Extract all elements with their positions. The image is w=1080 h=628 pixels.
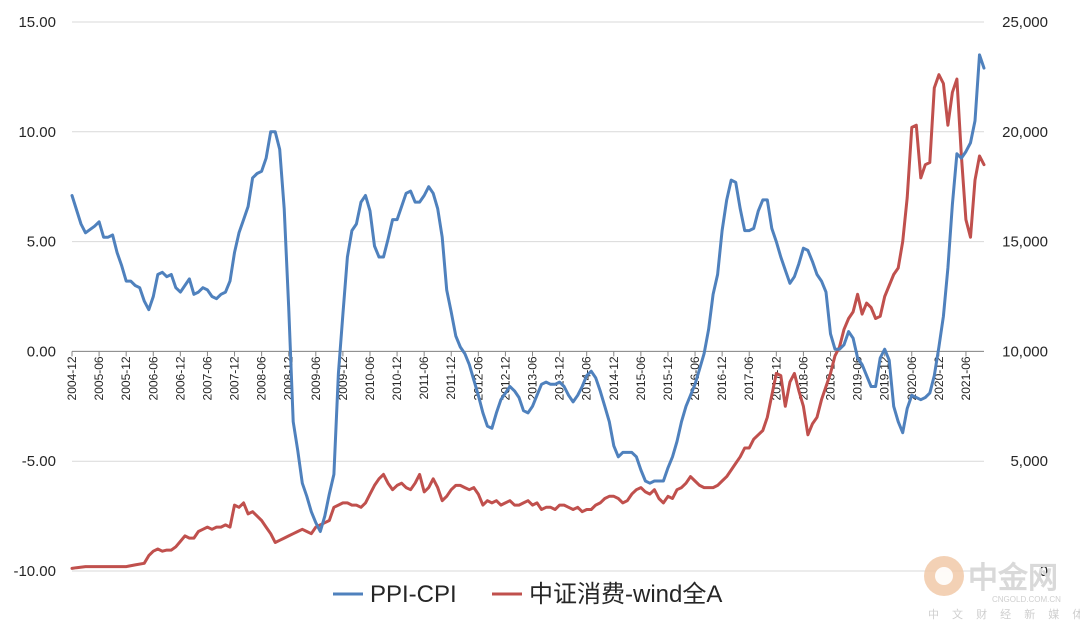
x-tick-label: 2014-12 bbox=[607, 356, 621, 400]
x-tick-label: 2017-06 bbox=[742, 356, 756, 400]
series-line-ppi-cpi bbox=[70, 53, 986, 533]
right-axis-ticks: 25,000 20,000 15,000 10,000 5,000 0 bbox=[1002, 14, 1048, 580]
x-tick-label: 2006-06 bbox=[146, 356, 160, 400]
x-tick-label: 2010-06 bbox=[363, 356, 377, 400]
y-left-tick-label: 15.00 bbox=[18, 14, 56, 31]
x-tick-label: 2008-12 bbox=[282, 356, 296, 400]
watermark: 中金网 CNGOLD.COM.CN 中 文 财 经 新 媒 体 bbox=[924, 556, 1080, 621]
x-tick-label: 2016-12 bbox=[715, 356, 729, 400]
y-right-tick-label: 10,000 bbox=[1002, 343, 1048, 360]
x-tick-label: 2004-12 bbox=[65, 356, 79, 400]
legend-label-consumption-spread: 中证消费-wind全A bbox=[529, 581, 722, 608]
watermark-logo-inner-icon bbox=[935, 567, 953, 585]
watermark-tagline: 中 文 财 经 新 媒 体 bbox=[928, 607, 1080, 621]
x-tick-label: 2015-06 bbox=[634, 356, 648, 400]
x-tick-label: 2008-06 bbox=[255, 356, 269, 400]
x-tick-label: 2010-12 bbox=[390, 356, 404, 400]
y-left-tick-label: -5.00 bbox=[22, 453, 56, 470]
x-tick-label: 2015-12 bbox=[661, 356, 675, 400]
x-axis-ticks: 2004-12 2005-06 2005-12 2006-06 2006-12 2007-… bbox=[65, 351, 973, 400]
watermark-brand: 中金网 bbox=[968, 561, 1058, 595]
x-tick-label: 2021-06 bbox=[959, 356, 973, 400]
x-tick-label: 2007-06 bbox=[200, 356, 214, 400]
y-left-tick-label: -10.00 bbox=[13, 563, 56, 580]
watermark-domain: CNGOLD.COM.CN bbox=[992, 595, 1061, 604]
y-right-tick-label: 5,000 bbox=[1010, 453, 1048, 470]
x-tick-label: 2020-06 bbox=[905, 356, 919, 400]
x-tick-label: 2018-12 bbox=[823, 356, 837, 400]
y-right-tick-label: 15,000 bbox=[1002, 234, 1048, 251]
y-right-tick-label: 25,000 bbox=[1002, 14, 1048, 31]
y-right-tick-label: 0 bbox=[1040, 563, 1048, 580]
legend-label-ppi-cpi: PPI-CPI bbox=[370, 581, 457, 608]
legend: PPI-CPI 中证消费-wind全A bbox=[333, 581, 722, 608]
series-layer bbox=[70, 53, 986, 570]
x-tick-label: 2012-06 bbox=[471, 356, 485, 400]
left-axis-ticks: 15.00 10.00 5.00 0.00 -5.00 -10.00 bbox=[13, 14, 56, 580]
x-tick-label: 2005-12 bbox=[119, 356, 133, 400]
x-tick-label: 2013-12 bbox=[553, 356, 567, 400]
x-tick-label: 2019-06 bbox=[851, 356, 865, 400]
x-tick-label: 2006-12 bbox=[173, 356, 187, 400]
x-tick-label: 2011-12 bbox=[444, 356, 458, 399]
y-left-tick-label: 10.00 bbox=[18, 124, 56, 141]
x-tick-label: 2005-06 bbox=[92, 356, 106, 400]
y-left-tick-label: 0.00 bbox=[27, 343, 56, 360]
x-tick-label: 2007-12 bbox=[228, 356, 242, 400]
y-right-tick-label: 20,000 bbox=[1002, 124, 1048, 141]
x-tick-label: 2019-12 bbox=[878, 356, 892, 400]
x-tick-label: 2011-06 bbox=[417, 356, 431, 399]
x-tick-label: 2013-06 bbox=[526, 356, 540, 400]
y-left-tick-label: 5.00 bbox=[27, 234, 56, 251]
x-tick-label: 2009-06 bbox=[309, 356, 323, 400]
